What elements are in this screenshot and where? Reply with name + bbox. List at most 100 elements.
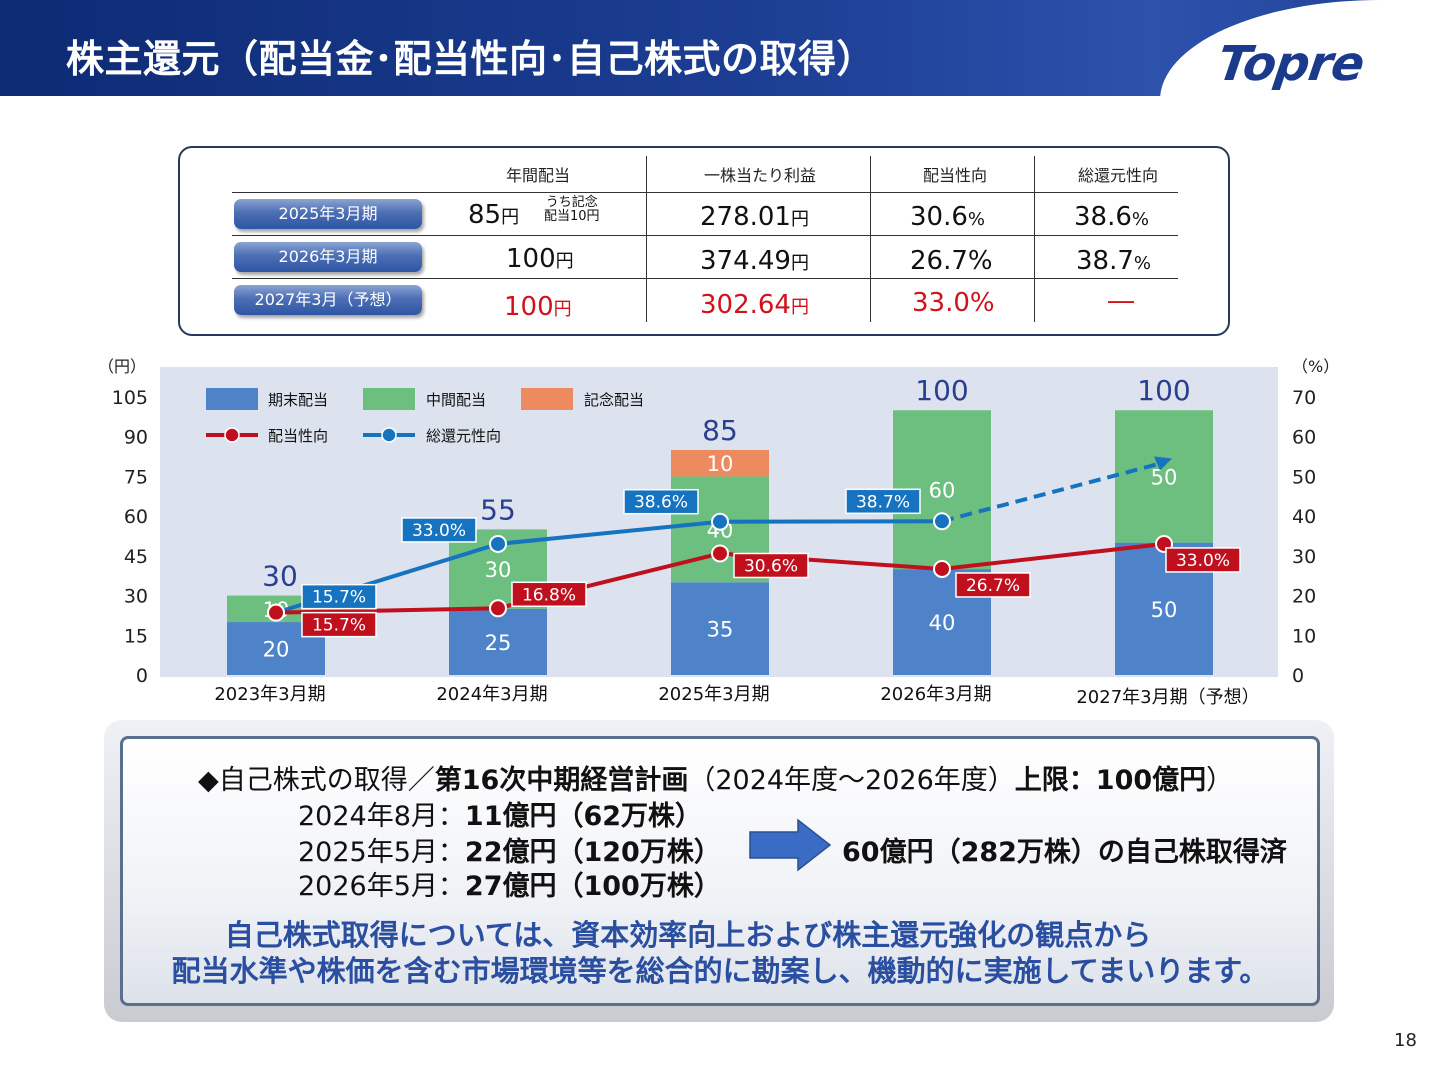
arrowhead-icon [1154, 456, 1172, 471]
bar-segment [671, 582, 769, 675]
bar-total-label: 85 [702, 414, 738, 447]
payout-label: 16.8% [522, 585, 576, 605]
bar-value-label: 35 [707, 618, 734, 642]
bar-segment [1115, 410, 1213, 543]
table-divider [870, 156, 871, 322]
bar-value-label: 30 [485, 558, 512, 582]
payout-label-box [955, 572, 1031, 598]
buyback-title: ◆自己株式の取得／第16次中期経営計画（2024年度～2026年度）上限：100… [198, 765, 1234, 796]
y2-tick-label: 0 [1292, 665, 1304, 687]
policy-line-2: 配当水準や株価を含む市場環境等を総合的に勘案し、機動的に実施してまいります。 [171, 954, 1269, 988]
policy-line-1: 自己株式取得については、資本効率向上および株主還元強化の観点から [224, 918, 1152, 952]
payout-label-box [1165, 547, 1241, 573]
period-label-2026: 2026年3月期 [234, 242, 422, 272]
buyback-item: 2024年8月：11億円（62万株） [298, 801, 703, 832]
legend-label-total-return: 総還元性向 [426, 427, 501, 445]
dividend-2026: 100円 [506, 244, 574, 274]
payout-marker [933, 559, 951, 578]
y2-tick-label: 20 [1292, 586, 1316, 608]
dividend-2025: 85円 [468, 200, 520, 230]
payout-label: 30.6% [744, 556, 798, 576]
col-header-payout: 配当性向 [922, 166, 987, 185]
y-tick-label: 90 [124, 427, 148, 449]
bar-segment [671, 449, 769, 477]
total-return-label-box [301, 583, 377, 610]
left-axis-unit: （円） [98, 357, 146, 376]
total-return-marker [711, 512, 729, 531]
period-label-2027-forecast: 2027年3月（予想） [234, 285, 422, 315]
col-header-total-return: 総還元性向 [1077, 166, 1158, 185]
bar-total-label: 30 [262, 560, 298, 593]
total-return-label-box [623, 488, 699, 515]
right-arrow-icon [749, 818, 832, 872]
table-divider [1034, 156, 1035, 322]
y-tick-label: 105 [112, 387, 148, 409]
page-number: 18 [1394, 1030, 1417, 1051]
total-return-2026: 38.7% [1076, 246, 1151, 276]
buyback-panel [120, 736, 1320, 1006]
eps-2027-forecast: 302.64円 [700, 290, 809, 320]
category-label: 2027年3月期（予想） [1076, 687, 1259, 708]
bar-segment [449, 608, 547, 675]
page-title: 株主還元（配当金･配当性向･自己株式の取得） [66, 37, 876, 81]
bar-value-label: 10 [707, 452, 734, 476]
bar-value-label: 50 [1151, 598, 1178, 622]
dividend-chart: （円） （%） 0 15 30 45 60 75 90 105 0 10 20 30 40 50 60 70… [98, 357, 1339, 708]
bar-total-label: 100 [915, 374, 968, 407]
payout-2026: 26.7% [910, 246, 993, 276]
payout-label: 26.7% [966, 576, 1020, 596]
payout-label-box [733, 552, 809, 579]
payout-marker [489, 599, 507, 618]
total-return-line [275, 519, 943, 615]
category-label: 2025年3月期 [658, 684, 769, 705]
commemorative-note: うち記念 配当10円 [544, 195, 600, 224]
legend-marker-payout [224, 427, 240, 443]
total-return-marker [933, 512, 951, 531]
legend-swatch-period-end [206, 388, 258, 410]
total-return-marker [489, 534, 507, 553]
total-return-label: 38.7% [856, 492, 910, 512]
col-header-annual-dividend: 年間配当 [505, 166, 570, 185]
table-rule [232, 192, 1178, 193]
buyback-item: 2026年5月：27億円（100万株） [298, 871, 721, 902]
bar-value-label: 25 [485, 631, 512, 655]
payout-label-box [511, 581, 587, 608]
bar-value-label: 20 [263, 638, 290, 662]
table-rule [232, 278, 1178, 279]
payout-2027-forecast: 33.0% [912, 288, 995, 318]
total-return-label-box [845, 488, 921, 515]
legend-label-payout: 配当性向 [268, 427, 328, 445]
y-tick-label: 45 [124, 546, 148, 568]
bar-value-label: 40 [929, 611, 956, 635]
legend-swatch-interim [363, 388, 415, 410]
category-label: 2026年3月期 [880, 684, 991, 705]
eps-2025: 278.01円 [700, 202, 809, 232]
legend-marker-total-return [381, 427, 397, 443]
bar-value-label: 50 [1151, 465, 1178, 489]
bar-total-label: 55 [480, 493, 516, 526]
legend-label-interim: 中間配当 [426, 391, 486, 409]
total-return-label: 38.6% [634, 493, 688, 513]
payout-label-box [301, 611, 377, 638]
dividend-2027-forecast: 100円 [504, 292, 572, 322]
buyback-item: 2025年5月：22億円（120万株） [298, 837, 721, 868]
bar-total-label: 100 [1137, 374, 1190, 407]
category-label: 2024年3月期 [436, 684, 547, 705]
y-tick-label: 75 [124, 466, 148, 488]
total-return-2025: 38.6% [1074, 202, 1149, 232]
category-label: 2023年3月期 [214, 684, 325, 705]
payout-label: 33.0% [1176, 551, 1230, 571]
payout-marker [267, 603, 285, 622]
y2-tick-label: 60 [1292, 427, 1316, 449]
col-header-eps: 一株当たり利益 [703, 166, 816, 185]
payout-marker [711, 544, 729, 563]
y2-tick-label: 10 [1292, 625, 1316, 647]
y-tick-label: 15 [124, 625, 148, 647]
y2-tick-label: 70 [1292, 387, 1316, 409]
y2-tick-label: 40 [1292, 506, 1316, 528]
total-return-label-box [401, 517, 477, 543]
y-tick-label: 0 [136, 665, 148, 687]
total-return-label: 15.7% [312, 588, 366, 608]
table-rule [232, 235, 1178, 236]
legend-label-commemorative: 記念配当 [584, 391, 644, 409]
